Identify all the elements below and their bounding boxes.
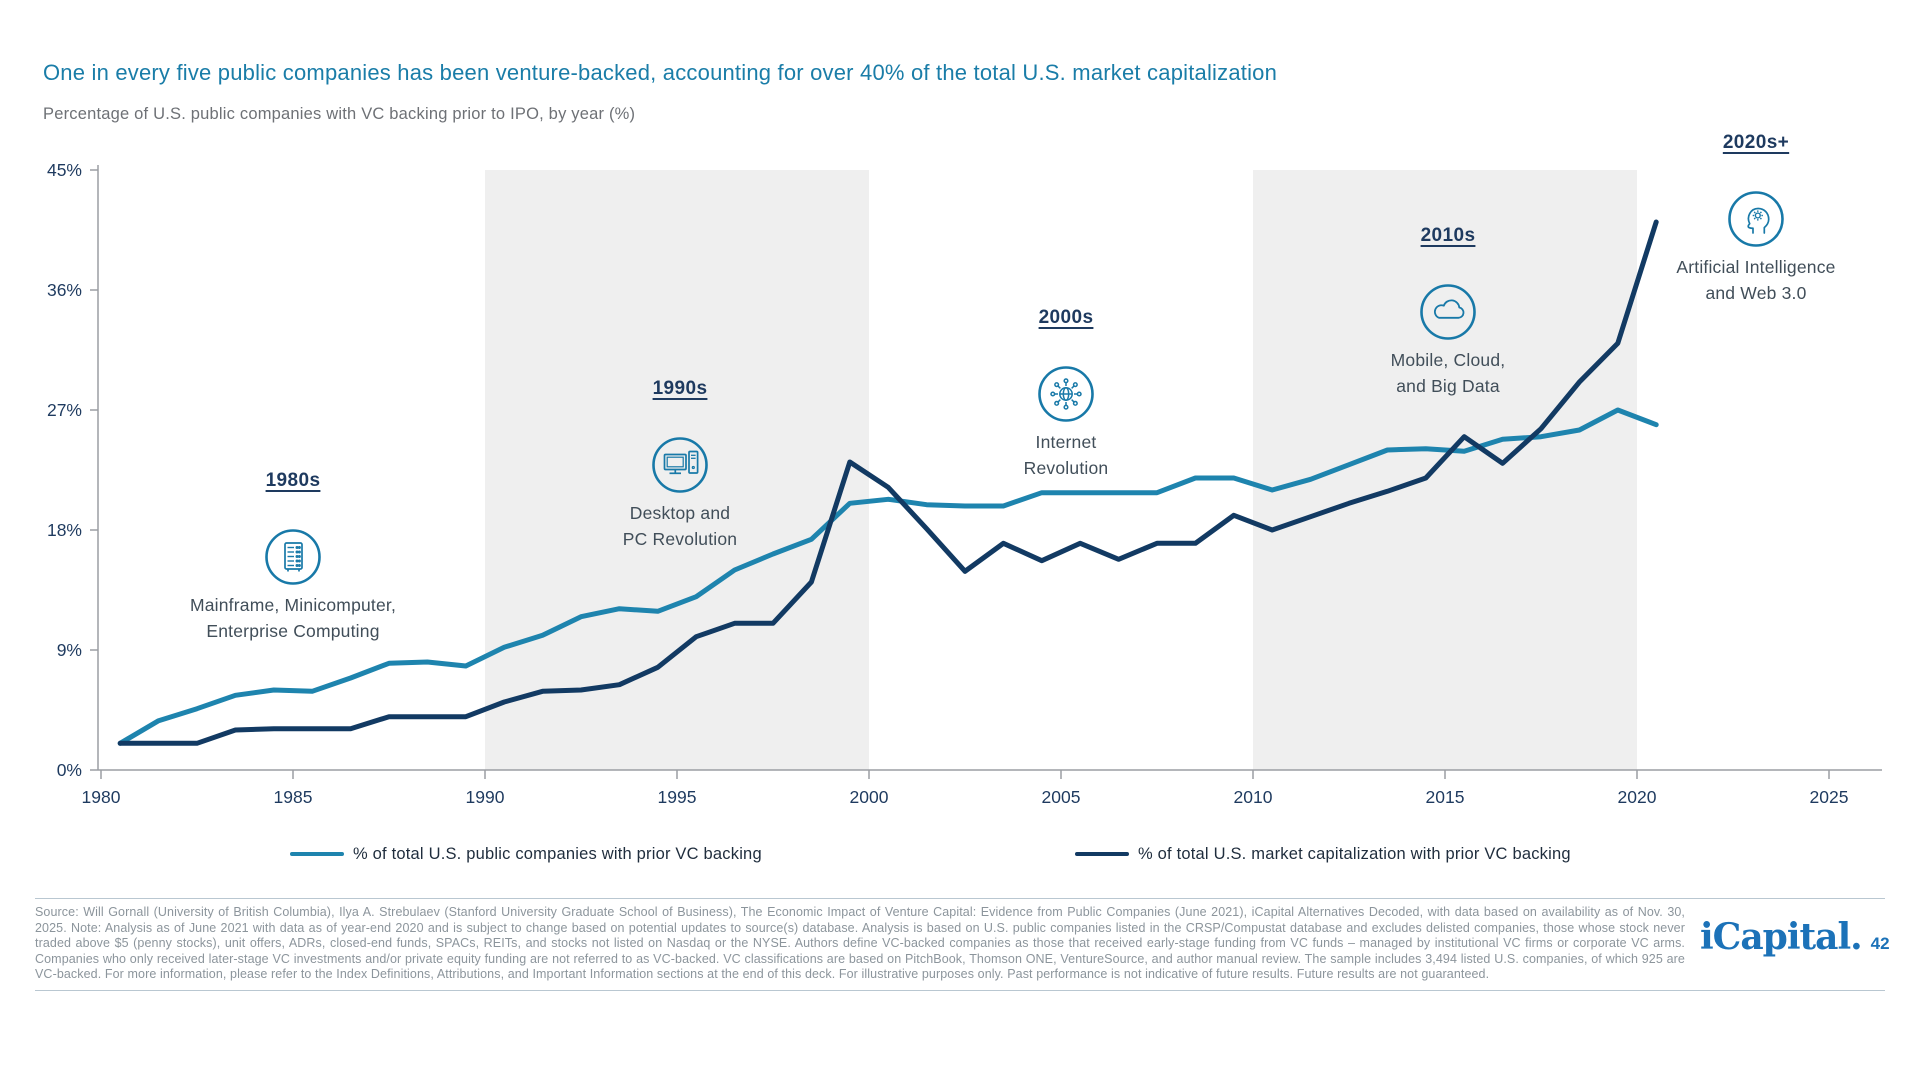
era-decade-label: 2000s: [1038, 307, 1094, 328]
era-caption: Internet Revolution: [1023, 432, 1109, 478]
legend-label: % of total U.S. public companies with pr…: [353, 844, 762, 863]
source-note: Source: Will Gornall (University of Brit…: [35, 905, 1685, 982]
x-tick-label: 1980: [82, 787, 121, 807]
internet-globe-icon: [1037, 365, 1095, 423]
legend-label: % of total U.S. market capitalization wi…: [1138, 844, 1571, 863]
footer-divider-top: [35, 898, 1885, 899]
x-tick-label: 2005: [1042, 787, 1081, 807]
legend-item-market-cap: % of total U.S. market capitalization wi…: [1075, 841, 1571, 867]
era-1980s: 1980s Mainframe, Minicomputer, Enterpris…: [133, 470, 453, 644]
x-tick-label: 1995: [658, 787, 697, 807]
mainframe-icon: [264, 528, 322, 586]
y-tick-label: 18%: [47, 520, 82, 540]
x-tick-label: 2025: [1810, 787, 1849, 807]
era-decade-label: 1980s: [265, 470, 321, 491]
page-number: 42: [1870, 934, 1890, 953]
y-tick-label: 45%: [47, 160, 82, 180]
x-tick-label: 2020: [1618, 787, 1657, 807]
x-tick-label: 2015: [1426, 787, 1465, 807]
ai-head-icon: [1727, 190, 1785, 248]
y-tick-label: 9%: [57, 640, 82, 660]
y-tick-label: 27%: [47, 400, 82, 420]
decade-band: [1253, 170, 1637, 770]
x-tick-label: 2010: [1234, 787, 1273, 807]
cloud-icon: [1419, 283, 1477, 341]
era-2020s: 2020s+ Artificial Intelligence and Web 3…: [1596, 132, 1916, 306]
icapital-logo: iCapital.: [1700, 916, 1863, 958]
era-2010s: 2010s Mobile, Cloud, and Big Data: [1288, 225, 1608, 399]
x-tick-label: 1990: [466, 787, 505, 807]
series-line-companies: [117, 407, 1659, 746]
legend-swatch-market-cap-line: [1075, 851, 1129, 857]
legend-item-companies: % of total U.S. public companies with pr…: [290, 841, 762, 867]
series-line-market-cap: [117, 219, 1659, 746]
legend-swatch-companies-line: [290, 851, 344, 857]
era-caption: Mainframe, Minicomputer, Enterprise Comp…: [189, 595, 397, 641]
era-caption: Desktop and PC Revolution: [622, 503, 738, 549]
x-tick-label: 2000: [850, 787, 889, 807]
era-1990s: 1990s Desktop and PC Revolution: [520, 378, 840, 552]
era-caption: Mobile, Cloud, and Big Data: [1390, 350, 1506, 396]
x-tick-label: 1985: [274, 787, 313, 807]
footer-divider-bottom: [35, 990, 1885, 991]
page-title: One in every five public companies has b…: [43, 60, 1278, 85]
y-tick-label: 36%: [47, 280, 82, 300]
logo-block: iCapital. 42: [1700, 916, 1890, 958]
era-caption: Artificial Intelligence and Web 3.0: [1676, 257, 1836, 303]
y-tick-label: 0%: [57, 760, 82, 780]
era-decade-label: 1990s: [652, 378, 708, 399]
desktop-pc-icon: [651, 436, 709, 494]
era-decade-label: 2020s+: [1722, 132, 1790, 153]
era-2000s: 2000s Internet Revolution: [906, 307, 1226, 481]
page-subtitle: Percentage of U.S. public companies with…: [43, 105, 636, 123]
era-decade-label: 2010s: [1420, 225, 1476, 246]
